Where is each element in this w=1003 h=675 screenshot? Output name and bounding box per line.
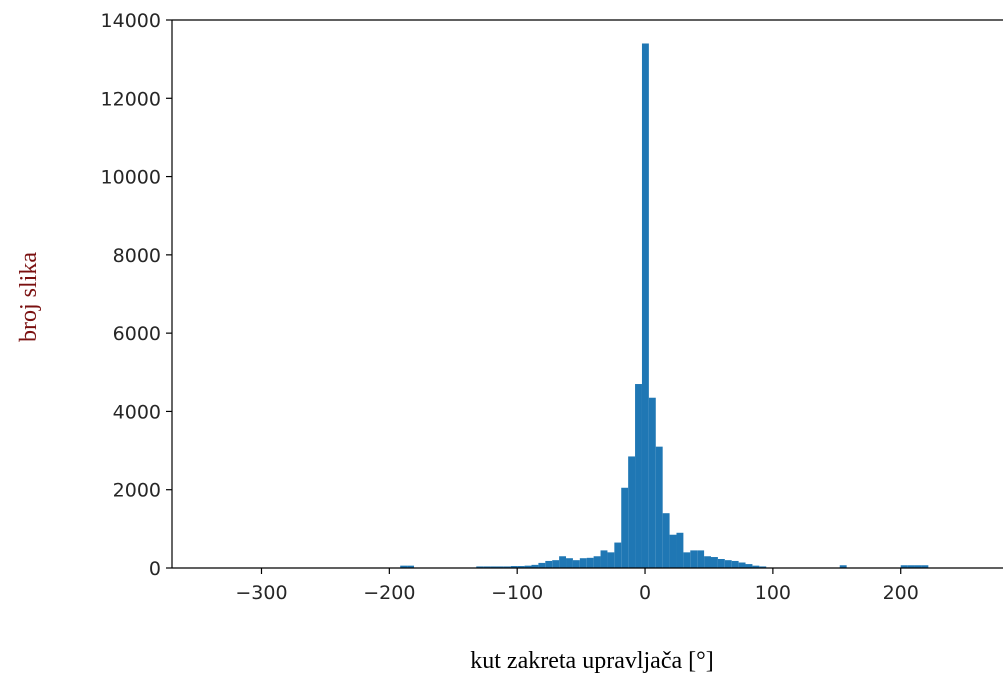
histogram-bar (738, 562, 746, 568)
axes-group (171, 19, 1003, 569)
histogram-bar (483, 566, 491, 568)
histogram-bar (593, 556, 601, 568)
histogram-bar (490, 566, 497, 568)
histogram-bar (683, 552, 691, 568)
histogram-bar (914, 565, 922, 568)
histogram-bar (600, 550, 608, 568)
histogram-bar (662, 513, 670, 568)
histogram-bar (669, 534, 677, 568)
histogram-bar (407, 565, 415, 568)
histogram-bar (545, 560, 553, 568)
histogram-bar (566, 558, 573, 568)
y-tick-label: 4000 (113, 401, 161, 423)
histogram-bar (524, 565, 532, 568)
y-tick-label: 8000 (113, 245, 161, 267)
x-tick-label: −300 (235, 582, 287, 604)
histogram-bar (621, 487, 629, 568)
histogram-bar (900, 565, 908, 568)
histogram-bar (717, 558, 725, 568)
x-tick-label: −200 (363, 582, 415, 604)
histogram-bar (579, 558, 587, 568)
histogram-bar (697, 550, 705, 568)
y-tick-label: 2000 (113, 480, 161, 502)
histogram-bar (907, 565, 915, 568)
histogram-bar (628, 456, 636, 568)
histogram-bar (676, 532, 684, 568)
y-tick-label: 6000 (113, 323, 161, 345)
histogram-bar (731, 560, 739, 568)
histogram-bar (641, 43, 649, 568)
histogram-bar (572, 560, 580, 568)
histogram-bar (745, 564, 753, 568)
y-tick-label: 0 (149, 558, 161, 580)
histogram-bar (476, 566, 484, 568)
y-tick-label: 12000 (101, 88, 161, 110)
y-tick-label: 10000 (101, 167, 161, 189)
y-tick-label: 14000 (101, 10, 161, 32)
histogram-bar (921, 565, 929, 568)
bars-group (400, 43, 929, 568)
histogram-bar (531, 564, 539, 568)
histogram-bar (635, 384, 642, 568)
x-tick-label: 200 (883, 582, 919, 604)
histogram-bar (517, 566, 525, 568)
histogram-bar (510, 566, 518, 568)
histogram-bar (552, 560, 560, 568)
histogram-bar (538, 562, 546, 568)
histogram-bar (559, 556, 567, 568)
y-ticks-group: 0 2000 4000 6000 8000 10000 12000 14000 (101, 10, 172, 580)
y-axis-label: broj slika (16, 252, 42, 342)
histogram-bar (400, 565, 408, 568)
histogram-bar (704, 556, 711, 568)
x-axis-label: kut zakreta upravljača [°] (470, 648, 713, 674)
histogram-bar (724, 560, 732, 568)
x-tick-label: −100 (491, 582, 543, 604)
x-ticks-group: −300 −200 −100 0 100 200 (235, 568, 919, 604)
histogram-bar (648, 397, 656, 568)
histogram-bar (839, 565, 847, 568)
histogram-bar (710, 557, 718, 568)
x-tick-label: 100 (755, 582, 791, 604)
histogram-bar (614, 542, 622, 568)
histogram-bar (690, 550, 698, 568)
histogram-bar (759, 566, 767, 568)
histogram-bar (655, 446, 663, 568)
histogram-bar (503, 566, 511, 568)
x-tick-label: 0 (639, 582, 651, 604)
histogram-bar (752, 565, 760, 568)
histogram-bar (586, 557, 594, 568)
histogram-bar (496, 566, 504, 568)
histogram-bar (607, 552, 615, 568)
